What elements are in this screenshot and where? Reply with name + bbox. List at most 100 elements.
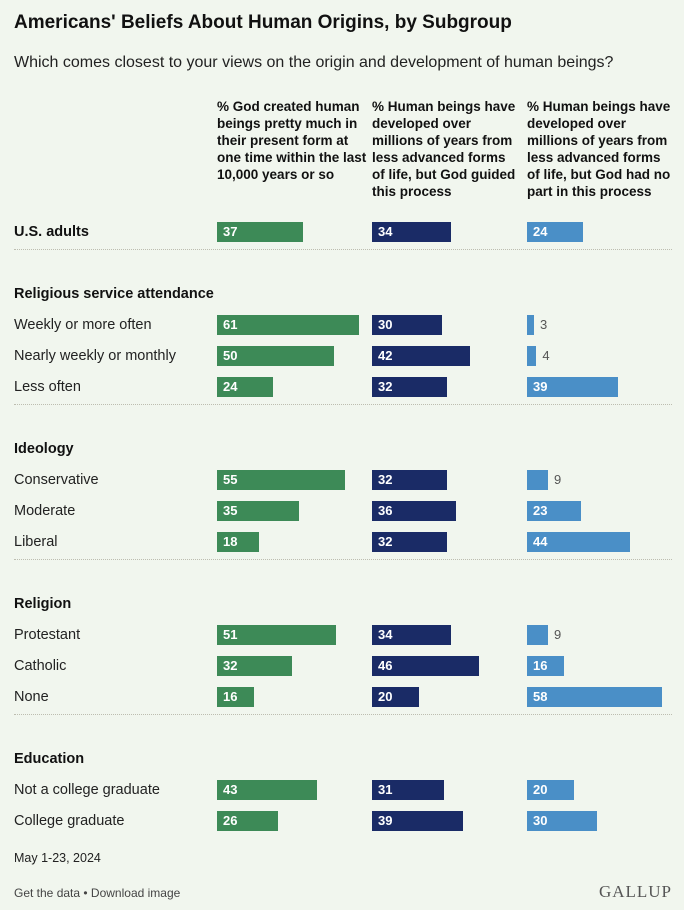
bar-value-label: 20 xyxy=(533,782,548,797)
column-header-god-created: % God created human beings pretty much i… xyxy=(217,99,367,182)
bar xyxy=(372,377,447,397)
bar xyxy=(527,811,597,831)
bar xyxy=(372,780,445,800)
bar-value-label: 37 xyxy=(223,224,238,239)
bar xyxy=(372,222,452,242)
row-label: Moderate xyxy=(14,503,76,519)
bar-value-label: 32 xyxy=(378,534,393,549)
bar xyxy=(527,780,574,800)
bar-value-label: 30 xyxy=(378,317,393,332)
bar-value-label: 46 xyxy=(378,658,393,673)
bar xyxy=(527,687,663,707)
bar xyxy=(217,532,259,552)
bar xyxy=(372,470,447,490)
get-data-link[interactable]: Get the data xyxy=(14,886,81,900)
bar xyxy=(217,346,334,366)
bar-value-label: 44 xyxy=(533,534,548,549)
bar xyxy=(527,625,548,645)
bar-value-label: 24 xyxy=(223,379,238,394)
row-label: Nearly weekly or monthly xyxy=(14,348,176,364)
bar xyxy=(372,346,470,366)
bar-value-label: 31 xyxy=(378,782,393,797)
bar-value-label: 9 xyxy=(553,627,562,642)
bar-value-label: 43 xyxy=(223,782,238,797)
gallup-logo: GALLUP xyxy=(598,882,672,901)
footer-links: Get the data • Download image xyxy=(14,886,180,900)
group-header: Ideology xyxy=(14,441,74,457)
bar xyxy=(217,625,336,645)
bar xyxy=(372,687,419,707)
row-label: Liberal xyxy=(14,534,58,550)
bar-value-label: 16 xyxy=(533,658,548,673)
bar-value-label: 32 xyxy=(223,658,238,673)
bar-value-label: 50 xyxy=(223,348,238,363)
bar xyxy=(527,377,618,397)
row-label: College graduate xyxy=(14,813,125,829)
bar-value-label: 58 xyxy=(533,689,548,704)
bar xyxy=(217,470,346,490)
bar-value-label: 18 xyxy=(223,534,238,549)
group-divider xyxy=(14,559,672,560)
bar-value-label: 3 xyxy=(539,317,548,332)
bar xyxy=(527,315,534,335)
bar-value-label: 20 xyxy=(378,689,393,704)
bar-value-label: 39 xyxy=(533,379,548,394)
bar xyxy=(527,222,583,242)
bar-value-label: 23 xyxy=(533,503,548,518)
bar-value-label: 32 xyxy=(378,472,393,487)
bar xyxy=(217,377,273,397)
bar-value-label: 24 xyxy=(533,224,548,239)
bar xyxy=(372,532,447,552)
bar xyxy=(217,780,318,800)
bar xyxy=(527,656,565,676)
row-label: Not a college graduate xyxy=(14,782,160,798)
bar xyxy=(527,501,581,521)
bar xyxy=(372,625,452,645)
row-label: U.S. adults xyxy=(14,224,89,240)
bar xyxy=(217,315,360,335)
group-divider xyxy=(14,249,672,250)
bar-value-label: 16 xyxy=(223,689,238,704)
bar xyxy=(217,656,292,676)
bar xyxy=(527,470,548,490)
column-header-god-guided: % Human beings have developed over milli… xyxy=(372,99,516,199)
chart-subtitle: Which comes closest to your views on the… xyxy=(14,54,614,71)
group-divider xyxy=(14,714,672,715)
group-header: Religion xyxy=(14,596,72,612)
bar xyxy=(372,811,463,831)
bar xyxy=(217,687,255,707)
bar xyxy=(217,501,299,521)
bar-value-label: 34 xyxy=(378,224,393,239)
group-header: Religious service attendance xyxy=(14,286,214,302)
bar xyxy=(372,315,442,335)
row-label: Protestant xyxy=(14,627,81,643)
row-label: Weekly or more often xyxy=(14,317,152,333)
bar xyxy=(527,532,630,552)
bar-value-label: 35 xyxy=(223,503,238,518)
download-image-link[interactable]: Download image xyxy=(90,886,181,900)
row-label: None xyxy=(14,689,49,705)
bar-value-label: 9 xyxy=(553,472,562,487)
chart-title: Americans' Beliefs About Human Origins, … xyxy=(14,12,512,33)
survey-date: May 1-23, 2024 xyxy=(14,851,101,865)
bar-value-label: 36 xyxy=(378,503,393,518)
row-label: Less often xyxy=(14,379,81,395)
bar-value-label: 42 xyxy=(378,348,393,363)
bar-value-label: 32 xyxy=(378,379,393,394)
bar-value-label: 4 xyxy=(542,348,550,363)
bar-value-label: 26 xyxy=(223,813,238,828)
row-label: Conservative xyxy=(14,472,99,488)
bar-value-label: 34 xyxy=(378,627,393,642)
row-label: Catholic xyxy=(14,658,67,674)
footer-separator: • xyxy=(80,886,91,900)
group-header: Education xyxy=(14,751,85,767)
bar xyxy=(372,501,456,521)
bar-value-label: 51 xyxy=(223,627,238,642)
bar xyxy=(217,222,304,242)
bar xyxy=(217,811,278,831)
bar xyxy=(527,346,537,366)
bar-value-label: 39 xyxy=(378,813,393,828)
bar-value-label: 30 xyxy=(533,813,548,828)
bar-value-label: 61 xyxy=(223,317,238,332)
bar xyxy=(372,656,480,676)
